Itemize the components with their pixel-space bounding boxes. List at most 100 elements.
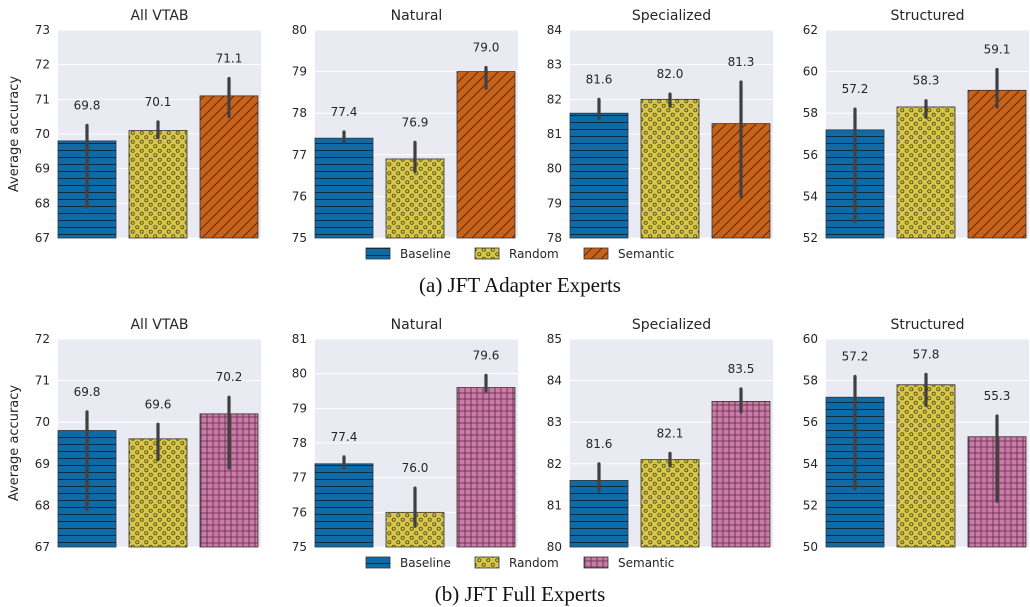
legend-label-random: Random bbox=[509, 247, 559, 261]
y-axis-label: Average accuracy bbox=[7, 76, 22, 192]
value-label: 81.3 bbox=[728, 55, 755, 69]
bar-baseline bbox=[314, 137, 374, 239]
legend-label-semantic: Semantic bbox=[618, 556, 674, 570]
y-tick-label: 73 bbox=[35, 23, 50, 37]
y-tick-label: 68 bbox=[35, 498, 50, 512]
y-tick-label: 67 bbox=[35, 540, 50, 554]
bar-random bbox=[128, 130, 188, 239]
panel-title: Structured bbox=[890, 8, 964, 24]
bar-random bbox=[640, 459, 700, 548]
panel-title: All VTAB bbox=[130, 317, 188, 333]
y-tick-label: 79 bbox=[292, 401, 307, 415]
y-tick-label: 82 bbox=[547, 92, 562, 106]
y-tick-label: 60 bbox=[803, 65, 818, 79]
y-tick-label: 80 bbox=[292, 23, 307, 37]
y-tick-label: 83 bbox=[547, 58, 562, 72]
legend-swatch-random bbox=[474, 247, 500, 260]
y-tick-label: 81 bbox=[547, 498, 562, 512]
legend-swatch-baseline bbox=[365, 556, 391, 569]
y-tick-label: 77 bbox=[292, 148, 307, 162]
bar-baseline bbox=[569, 112, 629, 239]
y-tick-label: 56 bbox=[803, 415, 818, 429]
y-tick-label: 76 bbox=[292, 505, 307, 519]
value-label: 69.8 bbox=[74, 385, 101, 399]
y-tick-label: 60 bbox=[803, 332, 818, 346]
y-tick-label: 52 bbox=[803, 498, 818, 512]
y-tick-label: 84 bbox=[547, 374, 562, 388]
panel-natural: 75 76 77 78 79 80 81 Natural 77.4 76.0 79.6 bbox=[292, 317, 518, 554]
value-label: 57.2 bbox=[842, 82, 869, 96]
value-label: 82.0 bbox=[657, 67, 684, 81]
legend: Baseline Random Semantic bbox=[365, 247, 674, 261]
panel-specialized: 80 81 82 83 84 85 Specialized 81.6 82.1 83.5 bbox=[547, 317, 773, 554]
legend-label-random: Random bbox=[509, 556, 559, 570]
y-tick-label: 81 bbox=[547, 127, 562, 141]
panel-natural: 75 76 77 78 79 80 Natural 77.4 76.9 79.0 bbox=[292, 8, 518, 245]
y-tick-label: 84 bbox=[547, 23, 562, 37]
bar-semantic bbox=[199, 413, 259, 548]
panel-specialized: 78 79 80 81 82 83 84 Specialized 81.6 82.0 81.3 bbox=[547, 8, 773, 245]
value-label: 81.6 bbox=[586, 72, 613, 86]
value-label: 79.0 bbox=[473, 40, 500, 54]
y-tick-label: 71 bbox=[35, 92, 50, 106]
y-tick-label: 77 bbox=[292, 471, 307, 485]
bar-random bbox=[640, 98, 700, 239]
value-label: 77.4 bbox=[331, 430, 358, 444]
panel-structured: 50 52 54 56 58 60 Structured 57.2 57.8 55.3 bbox=[803, 317, 1029, 554]
y-tick-label: 52 bbox=[803, 231, 818, 245]
panel-all-vtab: 67 68 69 70 71 72 All VTAB Average accuracy 69.8… bbox=[7, 317, 261, 554]
value-label: 69.8 bbox=[74, 98, 101, 112]
bar-random bbox=[896, 384, 956, 548]
value-label: 70.2 bbox=[216, 370, 243, 384]
panel-title: Specialized bbox=[632, 8, 711, 24]
y-tick-label: 67 bbox=[35, 231, 50, 245]
value-label: 76.0 bbox=[402, 461, 429, 475]
y-tick-label: 69 bbox=[35, 457, 50, 471]
y-tick-label: 50 bbox=[803, 540, 818, 554]
y-tick-label: 70 bbox=[35, 127, 50, 141]
y-tick-label: 76 bbox=[292, 189, 307, 203]
y-tick-label: 58 bbox=[803, 106, 818, 120]
panel-title: Natural bbox=[391, 8, 443, 24]
legend-swatch-semantic bbox=[583, 247, 609, 260]
panel-all-vtab: 67 68 69 70 71 72 73 All VTAB Average accuracy 69… bbox=[7, 8, 261, 245]
y-tick-label: 82 bbox=[547, 457, 562, 471]
bar-semantic bbox=[456, 71, 516, 239]
y-tick-label: 75 bbox=[292, 231, 307, 245]
value-label: 57.8 bbox=[913, 347, 940, 361]
panel-title: Specialized bbox=[632, 317, 711, 333]
y-tick-label: 54 bbox=[803, 457, 818, 471]
value-label: 79.6 bbox=[473, 348, 500, 362]
y-tick-label: 69 bbox=[35, 162, 50, 176]
value-label: 57.2 bbox=[842, 349, 869, 363]
panel-title: Natural bbox=[391, 317, 443, 333]
y-tick-label: 54 bbox=[803, 189, 818, 203]
y-tick-label: 71 bbox=[35, 374, 50, 388]
value-label: 77.4 bbox=[331, 105, 358, 119]
value-label: 76.9 bbox=[402, 115, 429, 129]
bar-semantic bbox=[456, 387, 516, 548]
value-label: 58.3 bbox=[913, 74, 940, 88]
panel-structured: 52 54 56 58 60 62 Structured 57.2 58.3 59.1 bbox=[803, 8, 1029, 245]
y-tick-label: 56 bbox=[803, 148, 818, 162]
legend-swatch-baseline bbox=[365, 247, 391, 260]
bar-semantic bbox=[711, 400, 771, 548]
y-tick-label: 80 bbox=[547, 540, 562, 554]
y-tick-label: 78 bbox=[547, 231, 562, 245]
y-tick-label: 70 bbox=[35, 415, 50, 429]
legend-label-baseline: Baseline bbox=[400, 247, 451, 261]
y-tick-label: 85 bbox=[547, 332, 562, 346]
figure-caption: (b) JFT Full Experts bbox=[435, 582, 606, 606]
value-label: 82.1 bbox=[657, 426, 684, 440]
chart-group-full: 67 68 69 70 71 72 All VTAB Average accuracy 69.8… bbox=[7, 317, 1029, 606]
panel-title: All VTAB bbox=[130, 8, 188, 24]
legend: Baseline Random Semantic bbox=[365, 556, 674, 570]
legend-label-baseline: Baseline bbox=[400, 556, 451, 570]
bar-random bbox=[896, 106, 956, 239]
bar-baseline bbox=[314, 463, 374, 548]
legend-swatch-random bbox=[474, 556, 500, 569]
y-tick-label: 75 bbox=[292, 540, 307, 554]
y-tick-label: 83 bbox=[547, 415, 562, 429]
value-label: 69.6 bbox=[145, 397, 172, 411]
